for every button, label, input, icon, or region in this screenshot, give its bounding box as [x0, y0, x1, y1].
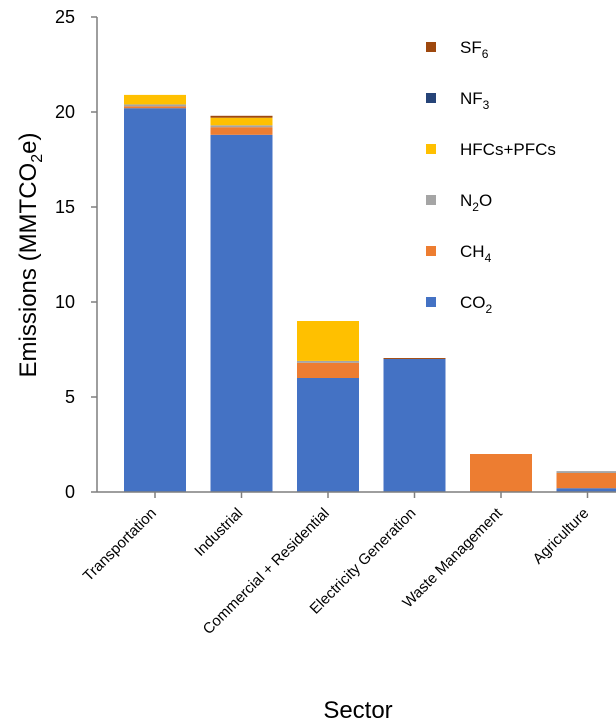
y-tick-label: 25: [55, 7, 75, 27]
legend-label: CO2: [460, 293, 493, 316]
y-tick-label: 0: [65, 482, 75, 502]
y-tick-label: 5: [65, 387, 75, 407]
bar-commercial-residential-n2o: [297, 360, 359, 363]
y-axis-title-sub: 2: [29, 154, 46, 163]
y-tick-label: 15: [55, 197, 75, 217]
legend-label: N2O: [460, 191, 492, 214]
bar-commercial-residential-hfcs-pfcs: [297, 321, 359, 361]
y-axis-title-main: Emissions (MMTCO: [15, 163, 42, 378]
bar-industrial-ch4: [210, 127, 273, 135]
legend-label: CH4: [460, 242, 492, 265]
y-ticks-group: 0 5 10 15 20 25: [55, 7, 97, 502]
bar-commercial-residential-co2: [297, 378, 359, 492]
bar-commercial-residential-ch4: [297, 362, 359, 378]
y-tick-label: 10: [55, 292, 75, 312]
bar-agriculture-ch4: [556, 473, 616, 489]
bar-waste-management-ch4: [470, 454, 532, 492]
legend-label: SF6: [460, 38, 489, 61]
bar-transportation-n2o: [124, 104, 186, 107]
bar-agriculture-n2o: [556, 471, 616, 473]
y-axis-title: Emissions (MMTCO2e): [15, 133, 46, 378]
bars-group: [124, 94, 616, 493]
bar-transportation-ch4: [124, 106, 186, 109]
bar-industrial-hfcs-pfcs: [210, 117, 273, 126]
legend-swatch-hfcs-pfcs: [426, 144, 436, 154]
bar-electricity-generation-co2: [383, 359, 446, 492]
legend: SF6 NF3 HFCs+PFCs N2O CH4 CO2: [426, 38, 556, 316]
y-axis-title-end: e): [15, 133, 42, 154]
bar-transportation-hfcs-pfcs: [124, 94, 186, 105]
bar-transportation-co2: [124, 108, 186, 492]
legend-label: HFCs+PFCs: [460, 140, 556, 159]
x-category-label: Transportation: [80, 505, 160, 585]
bar-agriculture-co2: [556, 488, 616, 492]
legend-swatch-n2o: [426, 195, 436, 205]
legend-swatch-nf3: [426, 93, 436, 103]
x-category-label: Industrial: [191, 505, 246, 560]
axes-group: [96, 17, 616, 498]
y-tick-label: 20: [55, 102, 75, 122]
x-axis-title: Sector: [323, 697, 392, 724]
bar-industrial-n2o: [210, 125, 273, 128]
bar-industrial-co2: [210, 134, 273, 493]
legend-label: NF3: [460, 89, 490, 112]
bar-industrial-sf6: [210, 115, 273, 118]
legend-swatch-sf6: [426, 42, 436, 52]
bar-electricity-generation-sf6: [383, 358, 446, 359]
legend-swatch-co2: [426, 297, 436, 307]
x-category-label: Agriculture: [530, 505, 593, 568]
legend-swatch-ch4: [426, 246, 436, 256]
